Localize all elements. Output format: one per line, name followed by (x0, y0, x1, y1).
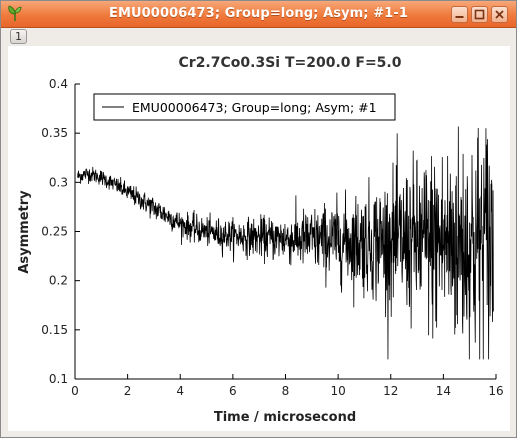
plot-tab-badge[interactable]: 1 (10, 29, 27, 44)
legend: EMU00006473; Group=long; Asym; #1 (94, 94, 395, 120)
y-axis-label: Asymmetry (17, 190, 32, 274)
legend-label: EMU00006473; Group=long; Asym; #1 (132, 100, 377, 115)
x-tick-label: 12 (383, 384, 398, 398)
y-ticks: 0.1 0.15 0.2 0.25 0.3 0.35 0.4 (41, 77, 80, 386)
plot-area: 0 2 4 6 8 10 12 14 16 0.1 0.15 0.2 0.25 0.3 0.35 0.4 (41, 77, 503, 398)
y-tick-label: 0.35 (41, 126, 68, 140)
x-tick-label: 6 (229, 384, 237, 398)
plot-canvas: Cr2.7Co0.3Si T=200.0 F=5.0 0 2 4 6 8 10 12 14 16… (8, 46, 510, 431)
x-tick-label: 14 (436, 384, 451, 398)
y-tick-label: 0.3 (49, 175, 68, 189)
x-tick-label: 4 (176, 384, 184, 398)
title-bar[interactable]: EMU00006473; Group=long; Asym; #1-1 (1, 1, 516, 28)
minimize-icon (452, 7, 467, 22)
maximize-button[interactable] (471, 6, 488, 23)
asymmetry-series-line (78, 126, 494, 359)
minimize-button[interactable] (451, 6, 468, 23)
close-button[interactable] (491, 6, 508, 23)
y-tick-label: 0.15 (41, 323, 68, 337)
window-title: EMU00006473; Group=long; Asym; #1-1 (1, 6, 516, 21)
y-tick-label: 0.2 (49, 274, 68, 288)
close-icon (492, 7, 507, 22)
x-axis-label: Time / microsecond (214, 410, 356, 425)
maximize-icon (472, 7, 487, 22)
x-tick-label: 16 (488, 384, 503, 398)
x-ticks: 0 2 4 6 8 10 12 14 16 (71, 374, 503, 398)
x-tick-label: 8 (282, 384, 290, 398)
x-tick-label: 0 (71, 384, 79, 398)
chart-title: Cr2.7Co0.3Si T=200.0 F=5.0 (179, 55, 402, 71)
asymmetry-chart: Cr2.7Co0.3Si T=200.0 F=5.0 0 2 4 6 8 10 12 14 16… (8, 46, 510, 431)
y-tick-label: 0.4 (49, 77, 68, 91)
x-tick-label: 10 (330, 384, 345, 398)
y-tick-label: 0.25 (41, 225, 68, 239)
y-tick-label: 0.1 (49, 372, 68, 386)
x-tick-label: 2 (124, 384, 132, 398)
